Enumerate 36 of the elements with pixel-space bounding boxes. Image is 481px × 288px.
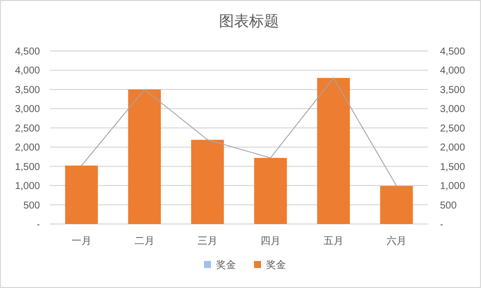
y2-tick-label: 4,000 [440, 66, 466, 77]
y2-tick-label: 500 [440, 200, 458, 212]
y-tick-label: 500 [23, 200, 40, 212]
legend-label: 奖金 [216, 259, 236, 271]
y2-tick-label: 4,500 [440, 46, 466, 58]
line-series [81, 77, 397, 186]
x-tick-label: 四月 [260, 236, 280, 247]
x-tick-label: 一月 [72, 236, 92, 247]
y2-tick-label: 1,000 [440, 181, 466, 192]
x-tick-label: 三月 [198, 236, 218, 247]
y-tick-label: 2,500 [14, 123, 40, 134]
y2-tick-label: 1,500 [440, 162, 466, 173]
legend-label: 奖金 [266, 259, 286, 271]
y-tick-label: 4,500 [14, 46, 40, 58]
y-tick-label: 3,000 [14, 104, 40, 116]
y-tick-label: - [36, 220, 40, 230]
y-tick-label: 3,500 [14, 84, 40, 96]
y2-tick-label: 2,500 [440, 123, 466, 134]
bar [191, 140, 224, 224]
x-tick-label: 二月 [134, 236, 154, 247]
y2-tick-label: 3,500 [440, 84, 466, 96]
bar [317, 78, 350, 224]
y-tick-label: 1,000 [14, 181, 40, 192]
y-tick-label: 4,000 [14, 66, 40, 77]
x-tick-label: 六月 [386, 235, 406, 247]
bar [254, 158, 287, 224]
bar [65, 166, 98, 224]
bar [128, 89, 161, 224]
y2-tick-label: - [440, 220, 444, 230]
y2-tick-label: 3,000 [440, 104, 466, 116]
y-tick-label: 2,000 [14, 142, 40, 154]
y-tick-label: 1,500 [14, 162, 40, 173]
chart-title: 图表标题 [219, 13, 279, 30]
y2-tick-label: 2,000 [440, 142, 466, 154]
x-tick-label: 五月 [324, 236, 344, 247]
bar [380, 186, 413, 224]
